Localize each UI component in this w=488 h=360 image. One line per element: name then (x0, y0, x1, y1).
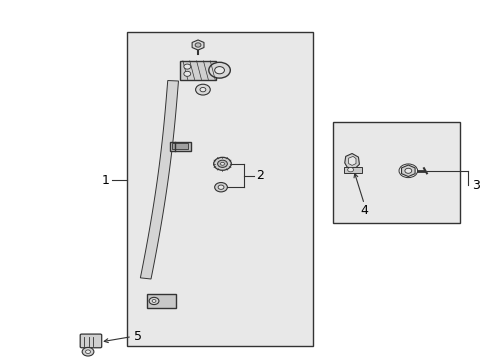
Polygon shape (192, 40, 203, 50)
FancyBboxPatch shape (80, 334, 102, 348)
Text: 2: 2 (256, 169, 264, 182)
Circle shape (217, 160, 227, 167)
Circle shape (208, 62, 230, 78)
Text: 1: 1 (101, 174, 109, 186)
Circle shape (220, 162, 224, 165)
Circle shape (218, 185, 224, 189)
Text: 5: 5 (134, 330, 142, 343)
Bar (343, 167, 362, 172)
Circle shape (214, 67, 224, 74)
Circle shape (183, 71, 190, 76)
Circle shape (347, 167, 353, 172)
Bar (146, 294, 176, 308)
Polygon shape (344, 153, 359, 169)
Polygon shape (348, 156, 355, 165)
Circle shape (404, 168, 411, 173)
Circle shape (195, 43, 201, 47)
Bar (170, 142, 191, 151)
Circle shape (213, 157, 231, 170)
Circle shape (200, 87, 205, 92)
Circle shape (195, 84, 210, 95)
Bar (172, 144, 187, 149)
Circle shape (85, 350, 90, 354)
Polygon shape (140, 81, 178, 279)
Bar (127, 32, 312, 346)
Bar (332, 122, 459, 223)
Text: 4: 4 (360, 204, 367, 217)
Polygon shape (401, 165, 414, 176)
Circle shape (82, 347, 94, 356)
Bar (180, 61, 215, 80)
Circle shape (149, 297, 159, 305)
Text: 3: 3 (471, 179, 479, 192)
Circle shape (152, 300, 156, 302)
Circle shape (183, 64, 190, 69)
Circle shape (214, 183, 227, 192)
